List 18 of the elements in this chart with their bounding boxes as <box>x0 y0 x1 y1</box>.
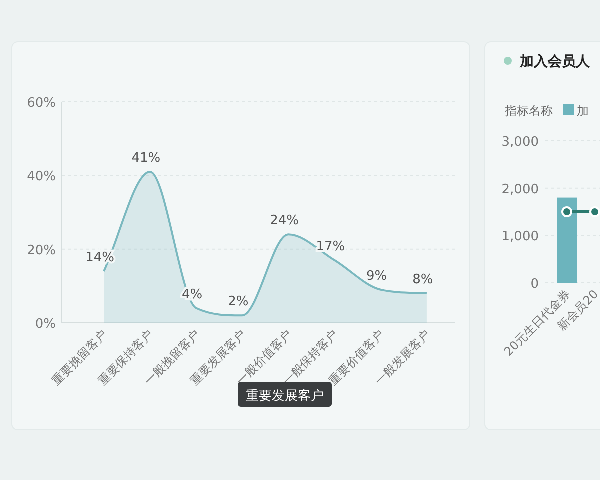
y-tick-label: 0% <box>35 317 56 332</box>
y-tick-label: 20% <box>27 243 56 258</box>
data-label: 24% <box>270 214 300 229</box>
data-label: 8% <box>412 272 434 288</box>
y-tick-label: 2,000 <box>502 182 539 198</box>
data-label: 2% <box>228 294 249 310</box>
text: 重要发展客户 <box>246 388 324 404</box>
y-tick-label: 0 <box>530 277 539 292</box>
y-tick-label: 1,000 <box>502 230 539 245</box>
data-label: 41% <box>132 150 161 166</box>
y-tick-label: 40% <box>27 170 56 185</box>
y-tick-label: 3,000 <box>502 135 539 150</box>
y-tick-label: 60% <box>27 96 56 111</box>
legend-label: 加 <box>577 104 589 118</box>
chart-title: 加入会员人 <box>519 54 591 70</box>
legend-title: 指标名称 <box>504 104 553 118</box>
data-label: 17% <box>316 239 346 254</box>
data-label: 9% <box>366 268 388 284</box>
